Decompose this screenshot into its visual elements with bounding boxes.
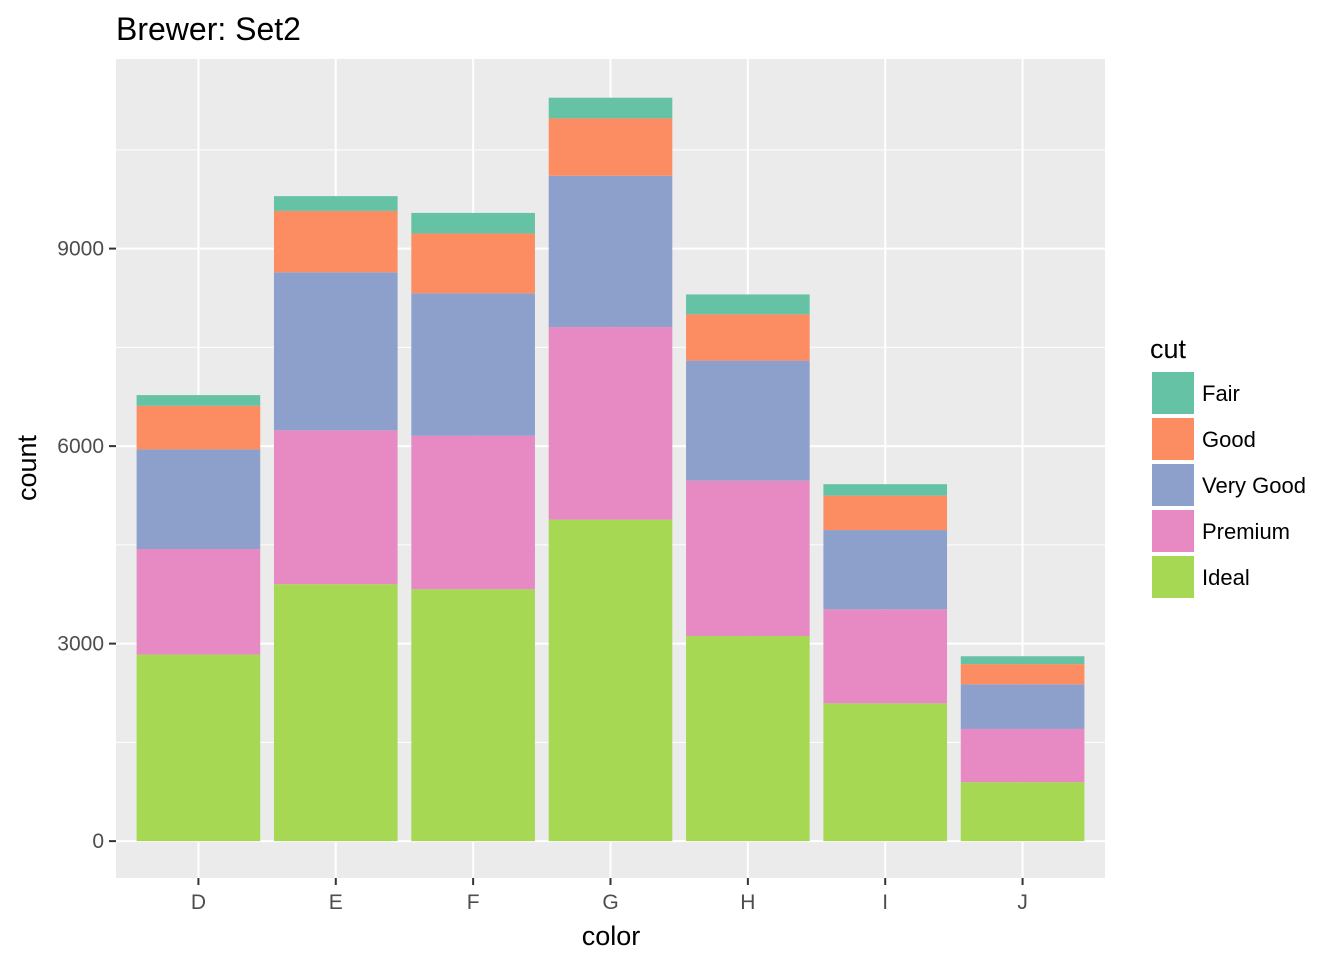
x-axis-title: color bbox=[582, 921, 641, 951]
bar-j-premium bbox=[960, 728, 1085, 783]
bar-h-ideal bbox=[686, 636, 810, 842]
legend-key-ideal bbox=[1152, 556, 1194, 598]
x-tick-label: E bbox=[329, 891, 343, 914]
y-axis-title: count bbox=[12, 434, 42, 501]
y-tick-label: 0 bbox=[92, 830, 104, 853]
legend-key-fair bbox=[1152, 372, 1194, 414]
bar-g-premium bbox=[548, 327, 673, 520]
bar-i-fair bbox=[823, 484, 948, 496]
legend-key-premium bbox=[1152, 510, 1194, 552]
bar-f-premium bbox=[411, 435, 535, 590]
legend-label: Premium bbox=[1202, 519, 1290, 544]
bar-j-good bbox=[960, 664, 1085, 685]
bar-d-fair bbox=[136, 395, 261, 406]
legend-label: Ideal bbox=[1202, 565, 1250, 590]
chart-title: Brewer: Set2 bbox=[116, 11, 301, 47]
x-tick-label: F bbox=[467, 891, 480, 914]
bar-d-very-good bbox=[136, 449, 261, 550]
bar-i-premium bbox=[823, 609, 948, 704]
bar-f-ideal bbox=[411, 589, 535, 842]
bar-d-premium bbox=[136, 549, 261, 655]
bar-d-good bbox=[136, 405, 261, 450]
bar-j-very-good bbox=[960, 684, 1085, 729]
bar-j-fair bbox=[960, 656, 1085, 665]
bar-f-good bbox=[411, 233, 535, 294]
bar-d-ideal bbox=[136, 654, 261, 842]
bar-e-good bbox=[273, 210, 398, 273]
legend: cut Fair Good Very Good Premium Ideal bbox=[1150, 334, 1306, 598]
x-tick-label: I bbox=[882, 891, 888, 914]
x-tick-label: H bbox=[740, 891, 755, 914]
bar-i-ideal bbox=[823, 703, 948, 842]
legend-label: Fair bbox=[1202, 381, 1240, 406]
legend-title: cut bbox=[1150, 334, 1187, 364]
bar-e-ideal bbox=[273, 584, 398, 842]
bar-i-good bbox=[823, 495, 948, 531]
legend-label: Good bbox=[1202, 427, 1256, 452]
legend-key-good bbox=[1152, 418, 1194, 460]
bar-g-ideal bbox=[548, 519, 673, 842]
bar-h-fair bbox=[686, 294, 810, 315]
bar-g-good bbox=[548, 118, 673, 176]
bar-g-fair bbox=[548, 97, 673, 119]
bar-g-very-good bbox=[548, 175, 673, 328]
bar-e-fair bbox=[273, 196, 398, 211]
legend-label: Very Good bbox=[1202, 473, 1306, 498]
x-tick-label: J bbox=[1017, 891, 1028, 914]
y-tick-label: 6000 bbox=[57, 435, 104, 458]
bar-e-very-good bbox=[273, 272, 398, 431]
bar-h-good bbox=[686, 314, 810, 361]
x-tick-label: D bbox=[191, 891, 206, 914]
bar-h-premium bbox=[686, 480, 810, 637]
y-tick-label: 3000 bbox=[57, 633, 104, 656]
y-tick-label: 9000 bbox=[57, 238, 104, 261]
legend-key-very-good bbox=[1152, 464, 1194, 506]
bar-e-premium bbox=[273, 430, 398, 585]
x-axis: D E F G H I J bbox=[191, 878, 1028, 914]
bar-f-very-good bbox=[411, 293, 535, 436]
y-axis: 0 3000 6000 9000 bbox=[57, 238, 116, 853]
bar-j-ideal bbox=[960, 782, 1085, 842]
x-tick-label: G bbox=[602, 891, 618, 914]
bar-i-very-good bbox=[823, 530, 948, 610]
bar-f-fair bbox=[411, 212, 535, 234]
bars bbox=[136, 97, 1085, 842]
bar-h-very-good bbox=[686, 360, 810, 481]
